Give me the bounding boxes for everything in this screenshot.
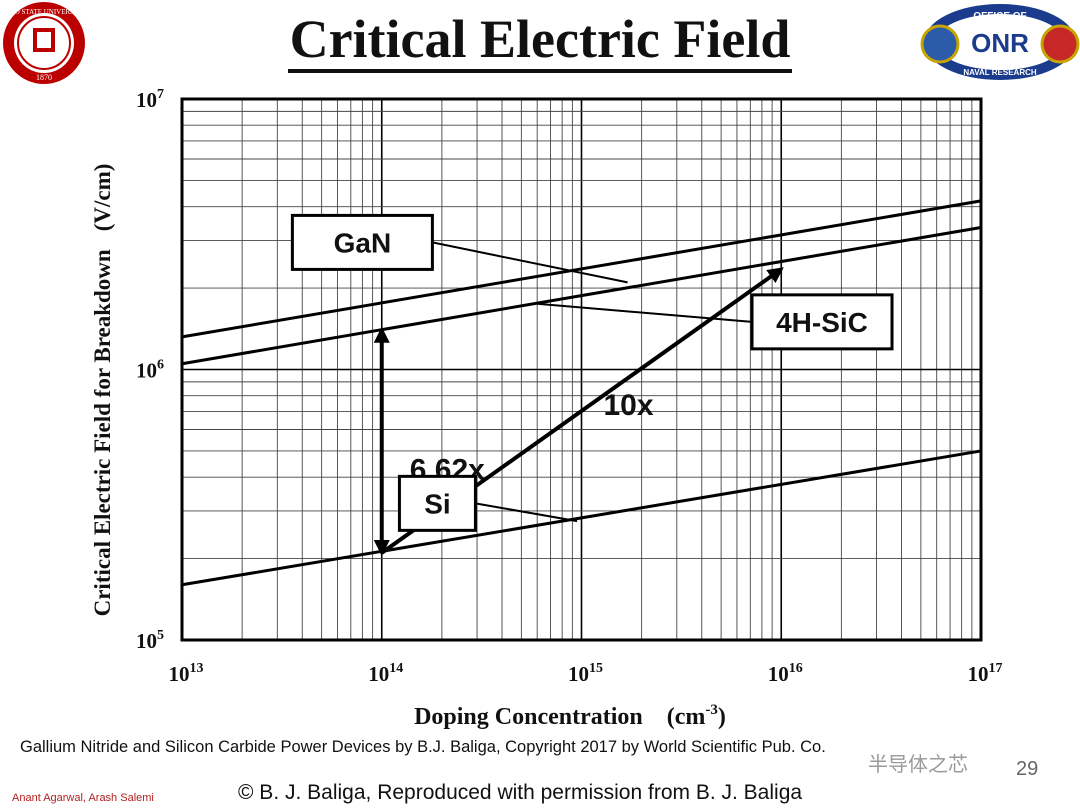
x-tick-base: 10 (368, 662, 389, 686)
slide-title: Critical Electric Field (0, 8, 1080, 73)
series-line-4h-sic (181, 225, 982, 366)
x-tick-exponent: 15 (589, 661, 603, 676)
x-axis-unit-close: ) (718, 704, 726, 730)
x-axis-unit: (cm (667, 704, 706, 730)
x-axis-label: Doping Concentration (cm-3) (414, 702, 726, 730)
y-tick-label: 105 (136, 628, 164, 653)
x-tick-label: 1017 (968, 661, 1003, 686)
y-tick-label: 106 (136, 358, 164, 383)
chart-series (181, 199, 982, 587)
series-label-text: Si (424, 488, 450, 519)
series-label-box (397, 474, 477, 532)
office-of-naval-research-logo: OFFICE OF ONR NAVAL RESEARCH (920, 4, 1080, 80)
x-tick-exponent: 16 (789, 661, 803, 676)
university-seal-logo: OHIO STATE UNIVERSITY 1870 (2, 2, 86, 84)
y-tick-exponent: 7 (157, 87, 164, 102)
x-tick-base: 10 (768, 662, 789, 686)
x-tick-label: 1016 (768, 661, 803, 686)
series-label-box (290, 213, 434, 271)
seal-inner-ring (17, 16, 71, 70)
y-tick-exponent: 6 (157, 358, 164, 373)
slide-title-text: Critical Electric Field (287, 9, 793, 73)
onr-text-main: ONR (971, 28, 1029, 58)
y-axis-label: Critical Electric Field for Breakdown (V/… (90, 164, 115, 617)
x-tick-base: 10 (169, 662, 190, 686)
y-tick-exponent: 5 (157, 628, 164, 643)
label-leader-line (475, 502, 578, 523)
onr-text-bottom: NAVAL RESEARCH (963, 68, 1037, 77)
y-tick-base: 10 (136, 359, 157, 383)
label-leader-line (432, 241, 628, 284)
page-number: 29 (1016, 758, 1039, 780)
marine-emblem-icon (1040, 24, 1080, 64)
y-axis-unit: (V/cm) (90, 164, 115, 232)
source-caption: Gallium Nitride and Silicon Carbide Powe… (20, 738, 826, 756)
x-axis-label-name: Doping Concentration (414, 704, 643, 730)
series-label-text: GaN (334, 227, 392, 258)
y-tick-base: 10 (136, 629, 157, 653)
seal-text-top: OHIO STATE UNIVERSITY (2, 8, 85, 16)
seal-year: 1870 (36, 73, 52, 82)
x-tick-label: 1013 (169, 661, 204, 686)
x-tick-label: 1015 (568, 661, 603, 686)
copyright-notice: © B. J. Baliga, Reproduced with permissi… (238, 781, 803, 804)
x-tick-exponent: 14 (389, 661, 403, 676)
x-tick-exponent: 13 (190, 661, 204, 676)
series-label-text: 4H-SiC (776, 307, 868, 338)
plot-frame (180, 97, 983, 642)
series-line-gan (181, 199, 982, 339)
series-line-si (181, 449, 982, 587)
seal-emblem-center (37, 32, 51, 48)
x-tick-label: 1014 (368, 661, 403, 686)
y-axis-label-name: Critical Electric Field for Breakdown (90, 249, 115, 616)
onr-inner-ellipse (936, 14, 1064, 70)
author-credit: Anant Agarwal, Arash Salemi (12, 792, 154, 804)
x-tick-exponent: 17 (989, 661, 1003, 676)
x-tick-base: 10 (968, 662, 989, 686)
x-tick-base: 10 (568, 662, 589, 686)
y-tick-label: 107 (136, 87, 164, 112)
x-axis-unit-exponent: -3 (705, 702, 718, 718)
watermark-text: 半导体之芯 (868, 752, 968, 776)
onr-text-top: OFFICE OF (973, 11, 1026, 22)
chart-labels: GaN 4H-SiC Si (290, 213, 894, 532)
chart-grid (181, 99, 981, 641)
navy-emblem-icon (920, 24, 960, 64)
label-leader-line (537, 302, 753, 323)
y-tick-base: 10 (136, 88, 157, 112)
ratio-annotation-label: 10x (604, 389, 654, 422)
series-label-box (750, 293, 894, 351)
